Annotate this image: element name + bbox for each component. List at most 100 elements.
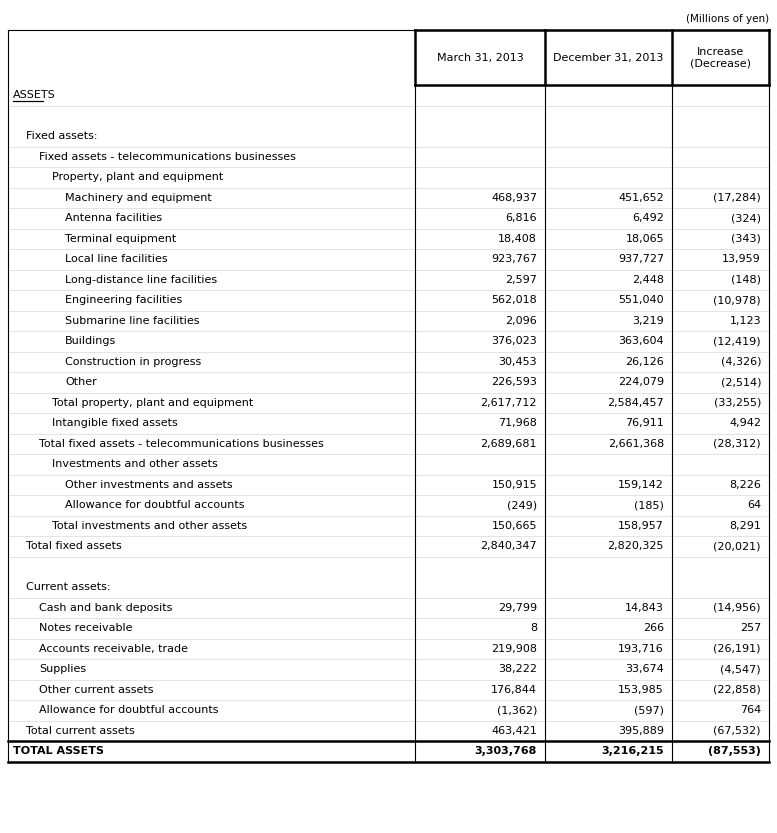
Text: (Millions of yen): (Millions of yen) (686, 14, 769, 24)
Text: Total property, plant and equipment: Total property, plant and equipment (52, 397, 253, 407)
Text: 76,911: 76,911 (625, 418, 664, 428)
Text: 219,908: 219,908 (491, 644, 537, 654)
Text: 8: 8 (530, 623, 537, 633)
Text: Long-distance line facilities: Long-distance line facilities (65, 275, 217, 285)
Text: Machinery and equipment: Machinery and equipment (65, 192, 212, 202)
Text: 14,843: 14,843 (625, 603, 664, 613)
Text: Cash and bank deposits: Cash and bank deposits (39, 603, 172, 613)
Text: 463,421: 463,421 (491, 726, 537, 736)
Text: (17,284): (17,284) (713, 192, 761, 202)
Text: 562,018: 562,018 (491, 295, 537, 305)
Text: (1,362): (1,362) (497, 706, 537, 716)
Text: 2,597: 2,597 (505, 275, 537, 285)
Text: 2,661,368: 2,661,368 (608, 439, 664, 449)
Text: Fixed assets:: Fixed assets: (26, 132, 97, 142)
Text: 71,968: 71,968 (498, 418, 537, 428)
Text: (148): (148) (731, 275, 761, 285)
Text: December 31, 2013: December 31, 2013 (553, 52, 664, 62)
Text: Local line facilities: Local line facilities (65, 254, 168, 264)
Text: 2,096: 2,096 (505, 316, 537, 326)
Text: 18,408: 18,408 (498, 234, 537, 244)
Text: (12,419): (12,419) (713, 337, 761, 347)
Text: (4,547): (4,547) (720, 664, 761, 674)
Text: 13,959: 13,959 (723, 254, 761, 264)
Text: 150,915: 150,915 (491, 480, 537, 490)
Text: (26,191): (26,191) (713, 644, 761, 654)
Text: 2,617,712: 2,617,712 (480, 397, 537, 407)
Text: (87,553): (87,553) (708, 746, 761, 756)
Text: (28,312): (28,312) (713, 439, 761, 449)
Text: Accounts receivable, trade: Accounts receivable, trade (39, 644, 188, 654)
Text: 4,942: 4,942 (729, 418, 761, 428)
Text: 6,492: 6,492 (632, 213, 664, 223)
Text: Intangible fixed assets: Intangible fixed assets (52, 418, 178, 428)
Text: (33,255): (33,255) (713, 397, 761, 407)
Text: (14,956): (14,956) (713, 603, 761, 613)
Text: 468,937: 468,937 (491, 192, 537, 202)
Text: (324): (324) (731, 213, 761, 223)
Text: 3,216,215: 3,216,215 (601, 746, 664, 756)
Text: Total fixed assets - telecommunications businesses: Total fixed assets - telecommunications … (39, 439, 324, 449)
Text: 764: 764 (740, 706, 761, 716)
Text: Terminal equipment: Terminal equipment (65, 234, 176, 244)
Text: 937,727: 937,727 (618, 254, 664, 264)
Text: 451,652: 451,652 (618, 192, 664, 202)
Text: (2,514): (2,514) (720, 377, 761, 387)
Text: 176,844: 176,844 (491, 685, 537, 695)
Text: 224,079: 224,079 (618, 377, 664, 387)
Text: 158,957: 158,957 (618, 521, 664, 531)
Text: 376,023: 376,023 (491, 337, 537, 347)
Text: Fixed assets - telecommunications businesses: Fixed assets - telecommunications busine… (39, 152, 296, 162)
Text: Other investments and assets: Other investments and assets (65, 480, 232, 490)
Text: Antenna facilities: Antenna facilities (65, 213, 162, 223)
Text: 33,674: 33,674 (625, 664, 664, 674)
Text: Supplies: Supplies (39, 664, 86, 674)
Text: 266: 266 (643, 623, 664, 633)
Text: 30,453: 30,453 (498, 357, 537, 367)
Text: Total fixed assets: Total fixed assets (26, 541, 122, 551)
Text: 226,593: 226,593 (491, 377, 537, 387)
Text: 150,665: 150,665 (492, 521, 537, 531)
Text: 2,689,681: 2,689,681 (480, 439, 537, 449)
Text: Other current assets: Other current assets (39, 685, 154, 695)
Text: 29,799: 29,799 (498, 603, 537, 613)
Text: 38,222: 38,222 (498, 664, 537, 674)
Text: (597): (597) (634, 706, 664, 716)
Text: Construction in progress: Construction in progress (65, 357, 201, 367)
Text: 257: 257 (740, 623, 761, 633)
Text: Investments and other assets: Investments and other assets (52, 459, 218, 469)
Text: 64: 64 (747, 501, 761, 511)
Text: 153,985: 153,985 (618, 685, 664, 695)
Text: Property, plant and equipment: Property, plant and equipment (52, 172, 223, 182)
Text: Increase
(Decrease): Increase (Decrease) (690, 47, 751, 68)
Text: 8,226: 8,226 (729, 480, 761, 490)
Text: (10,978): (10,978) (713, 295, 761, 305)
Text: 2,820,325: 2,820,325 (608, 541, 664, 551)
Text: 8,291: 8,291 (729, 521, 761, 531)
Text: 2,584,457: 2,584,457 (608, 397, 664, 407)
Text: 3,219: 3,219 (632, 316, 664, 326)
Text: 923,767: 923,767 (491, 254, 537, 264)
Text: Other: Other (65, 377, 97, 387)
Text: (67,532): (67,532) (713, 726, 761, 736)
Text: 363,604: 363,604 (618, 337, 664, 347)
Text: TOTAL ASSETS: TOTAL ASSETS (13, 746, 104, 756)
Text: (22,858): (22,858) (713, 685, 761, 695)
Text: ASSETS: ASSETS (13, 90, 56, 100)
Text: Current assets:: Current assets: (26, 582, 110, 592)
Text: 159,142: 159,142 (618, 480, 664, 490)
Text: Submarine line facilities: Submarine line facilities (65, 316, 200, 326)
Text: 2,840,347: 2,840,347 (480, 541, 537, 551)
Text: (249): (249) (507, 501, 537, 511)
Text: Buildings: Buildings (65, 337, 117, 347)
Text: 18,065: 18,065 (625, 234, 664, 244)
Text: 26,126: 26,126 (625, 357, 664, 367)
Text: 2,448: 2,448 (632, 275, 664, 285)
Text: (343): (343) (731, 234, 761, 244)
Text: 395,889: 395,889 (618, 726, 664, 736)
Text: (20,021): (20,021) (713, 541, 761, 551)
Text: 3,303,768: 3,303,768 (475, 746, 537, 756)
Text: Allowance for doubtful accounts: Allowance for doubtful accounts (39, 706, 218, 716)
Text: 1,123: 1,123 (730, 316, 761, 326)
Text: Total current assets: Total current assets (26, 726, 134, 736)
